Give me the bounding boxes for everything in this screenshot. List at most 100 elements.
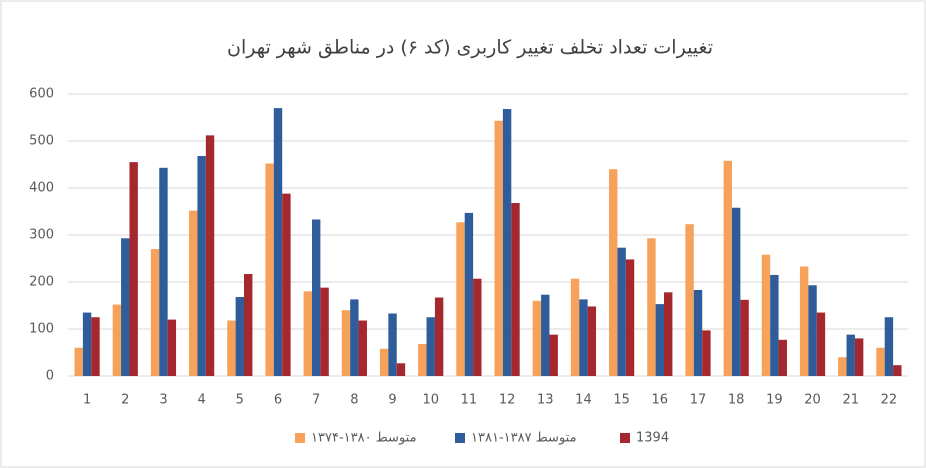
x-tick-label: 6 [274,393,282,408]
legend-label: متوسط ۱۳۸۷-۱۳۸۱ [471,431,577,446]
bar [189,210,198,376]
legend-label: متوسط ۱۳۸۰-۱۳۷۴ [311,431,417,446]
bar [664,292,673,376]
legend-swatch [620,433,630,443]
bar [388,313,397,376]
legend-label: 1394 [636,431,669,446]
bar [685,224,694,376]
bar [320,287,329,376]
bar [647,238,656,376]
bar [303,291,312,376]
y-tick-label: 500 [29,134,54,149]
bar [625,259,635,376]
bar [876,347,885,376]
x-tick-label: 3 [159,393,167,408]
bar [282,193,291,376]
bar [761,254,771,376]
bar [197,156,206,376]
x-tick-label: 20 [804,393,821,408]
bar [799,266,809,376]
bar [778,339,787,376]
bar [456,222,465,376]
bar [502,109,512,376]
bar [358,320,367,376]
x-tick-label: 8 [350,393,358,408]
y-tick-label: 100 [29,322,54,337]
bar [808,285,817,376]
bar [494,120,503,376]
x-tick-label: 18 [728,393,745,408]
bar [693,289,703,376]
bar [227,320,236,376]
bar [731,207,741,376]
x-tick-label: 2 [121,393,129,408]
bar [723,160,732,376]
bar [884,317,894,376]
bar [655,304,665,376]
x-tick-label: 11 [461,393,478,408]
bar [150,249,160,376]
legend-swatch [455,433,465,443]
bar [587,306,597,376]
bar [426,317,435,376]
y-tick-label: 600 [29,87,54,102]
bar [74,347,83,376]
bar [205,135,215,376]
x-tick-label: 16 [652,393,669,408]
bar [244,274,253,376]
bar [341,310,351,376]
x-tick-label: 7 [312,393,320,408]
bar [350,299,359,376]
bar [464,212,474,376]
bar [129,162,138,376]
x-tick-label: 22 [881,393,898,408]
bar [511,203,520,376]
chart-title: تغییرات تعداد تخلف تغییر کاربری (کد ۶) د… [227,37,713,59]
bar [702,330,711,376]
x-tick-label: 19 [766,393,783,408]
x-tick-label: 13 [537,393,554,408]
bar [91,317,100,376]
bar [434,297,444,376]
bar [838,357,847,376]
bar [816,312,826,376]
bar [112,304,122,376]
bar [396,363,406,376]
x-tick-label: 9 [388,393,396,408]
x-tick-label: 14 [575,393,592,408]
x-tick-label: 17 [690,393,707,408]
x-tick-label: 1 [83,393,91,408]
bar [846,334,855,376]
bar [473,278,482,376]
x-tick-label: 10 [422,393,439,408]
bar [740,299,749,376]
bar [570,278,580,376]
x-tick-label: 12 [499,393,516,408]
bar [770,274,779,376]
y-tick-label: 300 [29,228,54,243]
bar [273,108,283,376]
bar [418,344,427,376]
bar [609,169,618,376]
x-tick-label: 4 [197,393,205,408]
bar [379,348,389,376]
bar [121,238,130,376]
legend-swatch [295,433,305,443]
x-tick-label: 5 [236,393,244,408]
bar [311,219,321,376]
y-tick-label: 400 [29,181,54,196]
x-tick-label: 15 [613,393,630,408]
bar [82,312,92,376]
bar [617,247,626,376]
bar [579,299,588,376]
y-tick-label: 0 [46,369,54,384]
y-tick-label: 200 [29,275,54,290]
bar [265,163,274,376]
bar [159,167,168,376]
bar [549,334,558,376]
x-tick-label: 21 [842,393,859,408]
bar [893,365,902,376]
bar [854,338,864,376]
bar [235,297,245,376]
